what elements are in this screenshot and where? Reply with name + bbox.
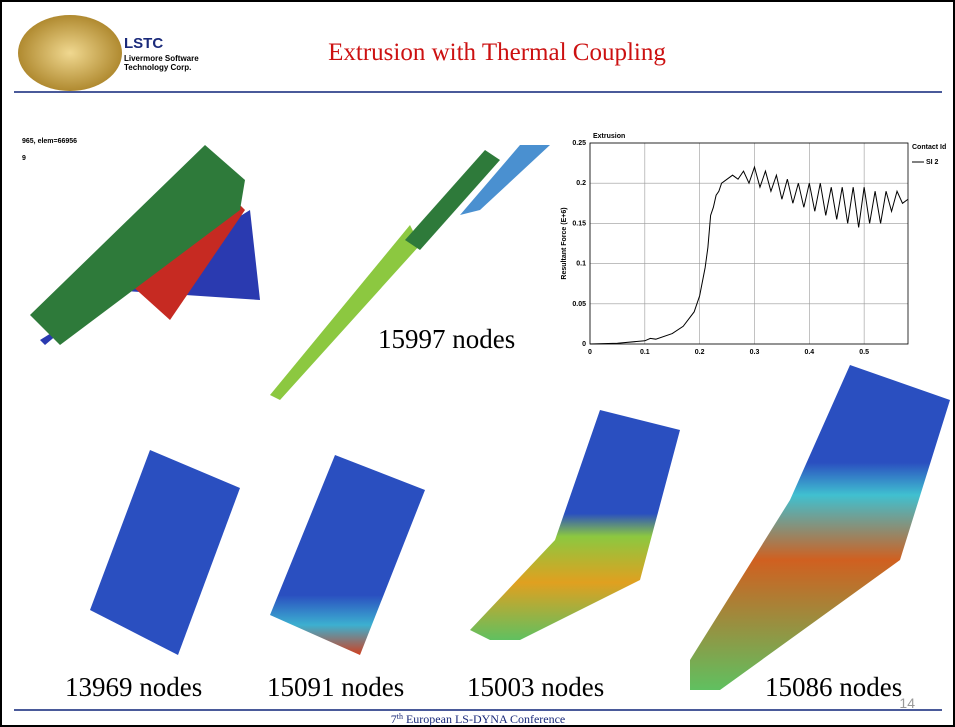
footer-suffix: th	[397, 712, 403, 721]
mesh-green	[405, 150, 500, 250]
chart: Extrusion Resultant Force (E+6) Contact Id…	[561, 133, 946, 356]
y-tick-label: 0	[582, 341, 586, 348]
logo-line: Livermore Software	[124, 54, 199, 63]
y-tick-label: 0.15	[572, 220, 586, 227]
x-tick-label: 0.3	[750, 349, 760, 356]
mesh-green	[30, 145, 245, 345]
legend-label: SI 2	[926, 159, 939, 166]
plot-frame	[589, 142, 909, 345]
footer-text: 7th European LS-DYNA Conference	[391, 712, 566, 726]
x-tick-label: 0.1	[640, 349, 650, 356]
x-tick-label: 0	[588, 349, 592, 356]
mesh-billet	[470, 410, 680, 640]
model-info: 965, elem=66956	[22, 138, 77, 145]
logo-globe	[18, 15, 122, 91]
y-tick-label: 0.1	[576, 261, 586, 268]
y-tick-label: 0.25	[572, 140, 586, 147]
footer-rest: European LS-DYNA Conference	[403, 712, 565, 726]
page-number: 14	[899, 695, 915, 711]
mesh-blue	[460, 145, 550, 215]
node-label: 15997 nodes	[378, 324, 515, 354]
y-axis-label: Resultant Force (E+6)	[561, 207, 568, 279]
y-tick-label: 0.2	[576, 180, 586, 187]
mesh-billet	[690, 365, 950, 690]
mesh-rod	[270, 225, 420, 400]
logo-title: LSTC	[124, 35, 163, 52]
x-tick-label: 0.5	[859, 349, 869, 356]
y-tick-label: 0.05	[572, 301, 586, 308]
x-tick-label: 0.2	[695, 349, 705, 356]
node-label: 15086 nodes	[765, 672, 902, 702]
mesh-billet	[270, 455, 425, 655]
mesh-billet	[90, 450, 240, 655]
chart-title: Extrusion	[593, 133, 625, 140]
slide-title: Extrusion with Thermal Coupling	[328, 39, 666, 66]
logo-line: Technology Corp.	[124, 63, 191, 72]
line-series	[589, 165, 909, 345]
model-info: 9	[22, 155, 26, 162]
node-label: 13969 nodes	[65, 672, 202, 702]
node-label: 15091 nodes	[267, 672, 404, 702]
footer-ordinal: 7	[391, 712, 397, 726]
x-tick-label: 0.4	[804, 349, 814, 356]
node-label: 15003 nodes	[467, 672, 604, 702]
legend-title: Contact Id	[912, 144, 946, 151]
